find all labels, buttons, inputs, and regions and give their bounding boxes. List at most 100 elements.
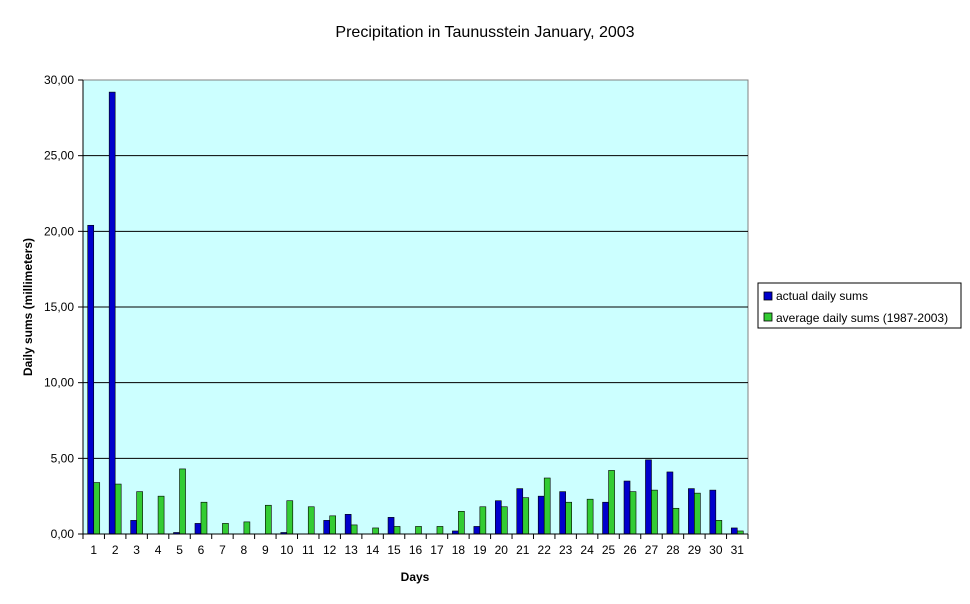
bar-average <box>629 491 637 535</box>
bar-average <box>415 526 422 535</box>
bar-actual <box>666 471 674 535</box>
bar-average <box>565 501 572 535</box>
bar-actual <box>473 526 481 535</box>
legend-label-actual: actual daily sums <box>776 289 868 303</box>
y-tick-label: 30,00 <box>44 73 74 87</box>
legend-label-average: average daily sums (1987-2003) <box>776 311 948 325</box>
y-tick-label: 0,00 <box>51 527 75 541</box>
x-tick-label: 31 <box>731 543 745 557</box>
x-tick-label: 27 <box>645 543 659 557</box>
bar-actual <box>645 459 652 535</box>
y-tick-label: 25,00 <box>44 149 74 163</box>
bar-actual <box>688 488 695 535</box>
bar-average <box>372 527 379 535</box>
bar-average <box>543 477 551 535</box>
bar-average <box>458 510 465 535</box>
bar-average <box>586 498 594 535</box>
bar-actual <box>387 517 395 535</box>
y-tick-labels: 0,00 5,00 10,00 15,00 20,00 25,00 30,00 <box>44 73 74 541</box>
x-tick-label: 15 <box>387 543 401 557</box>
x-tick-label: 2 <box>112 543 119 557</box>
legend-swatch-actual <box>763 291 773 301</box>
x-tick-label: 7 <box>219 543 226 557</box>
x-tick-label: 14 <box>366 543 380 557</box>
bar-actual <box>87 224 95 535</box>
bar-average <box>350 524 358 535</box>
x-tick-label: 16 <box>409 543 423 557</box>
x-tick-label: 9 <box>262 543 269 557</box>
x-tick-label: 10 <box>280 543 294 557</box>
bar-average <box>479 506 487 535</box>
x-tick-label: 11 <box>302 543 315 557</box>
legend-box <box>757 282 962 329</box>
bar-average <box>200 501 208 535</box>
legend: actual daily sums average daily sums (19… <box>757 282 962 329</box>
x-tick-label: 12 <box>323 543 337 557</box>
bar-average <box>307 506 315 535</box>
x-tick-label: 1 <box>90 543 97 557</box>
bar-actual <box>194 523 202 535</box>
y-tick-label: 5,00 <box>51 451 75 465</box>
x-tick-label: 22 <box>538 543 552 557</box>
x-tick-label: 24 <box>580 543 594 557</box>
bar-average <box>222 523 229 535</box>
x-tick-label: 21 <box>516 543 530 557</box>
axes <box>78 79 749 539</box>
bar-actual <box>537 495 545 535</box>
bar-average <box>608 470 615 535</box>
y-tick-label: 15,00 <box>44 300 74 314</box>
bar-actual <box>130 520 137 535</box>
y-tick-label: 20,00 <box>44 224 74 238</box>
x-tick-label: 28 <box>666 543 680 557</box>
bar-average <box>93 482 101 535</box>
x-tick-label: 26 <box>623 543 637 557</box>
bar-average <box>522 497 530 535</box>
x-tick-label: 19 <box>473 543 487 557</box>
x-tick-label: 20 <box>495 543 509 557</box>
bar-average <box>501 506 508 535</box>
bar-actual <box>623 480 631 535</box>
x-tick-label: 29 <box>688 543 702 557</box>
bar-actual <box>516 488 524 535</box>
bar-actual <box>108 91 116 535</box>
x-tick-label: 5 <box>176 543 183 557</box>
bar-average <box>694 492 701 535</box>
bar-average <box>114 483 122 535</box>
bar-average <box>672 507 680 535</box>
x-tick-label: 25 <box>602 543 616 557</box>
bar-average <box>329 515 336 535</box>
bar-actual <box>730 527 738 535</box>
bar-actual <box>559 491 566 535</box>
x-tick-labels: 1 2 3 4 5 6 7 8 9 10 11 12 13 14 15 16 17 18 19 20 21 22 23 24 2… <box>90 543 744 557</box>
bar-actual <box>323 520 330 535</box>
bar-actual <box>495 500 502 535</box>
bar-average <box>436 526 444 535</box>
legend-swatch-average <box>763 312 773 322</box>
bar-average <box>179 468 186 535</box>
y-tick-label: 10,00 <box>44 376 74 390</box>
bar-actual <box>344 514 352 535</box>
y-axis-label: Daily sums (millimeters) <box>21 238 35 376</box>
bar-average <box>715 520 723 535</box>
x-tick-label: 4 <box>155 543 162 557</box>
x-tick-label: 6 <box>198 543 205 557</box>
gridlines <box>83 155 748 459</box>
x-tick-label: 17 <box>430 543 444 557</box>
x-tick-label: 3 <box>133 543 140 557</box>
x-axis-label: Days <box>401 570 430 584</box>
x-tick-label: 23 <box>559 543 573 557</box>
x-tick-label: 8 <box>241 543 248 557</box>
bar-average <box>265 504 272 535</box>
bar-actual <box>602 501 609 535</box>
bar-average <box>393 526 401 535</box>
x-tick-label: 13 <box>344 543 358 557</box>
bar-average <box>243 521 251 535</box>
bar-average <box>136 491 143 535</box>
bar-average <box>651 489 658 535</box>
bar-average <box>157 495 165 535</box>
x-tick-label: 18 <box>452 543 466 557</box>
x-tick-label: 30 <box>709 543 723 557</box>
chart-title: Precipitation in Taunusstein January, 20… <box>335 24 634 41</box>
bar-actual <box>709 489 717 535</box>
